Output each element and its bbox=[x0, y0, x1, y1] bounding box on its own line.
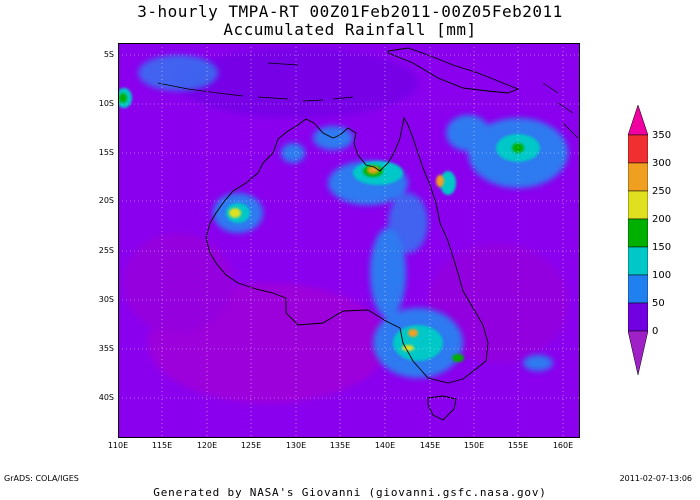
lon-label-150e: 150E bbox=[463, 441, 485, 450]
generation-timestamp: 2011-02-07-13:06 bbox=[619, 474, 692, 483]
lat-label-40s: 40S bbox=[98, 393, 114, 402]
map-title: 3-hourly TMPA-RT 00Z01Feb2011-00Z05Feb20… bbox=[137, 2, 563, 21]
colorbar-seg-150-200 bbox=[628, 218, 648, 248]
colorbar-top-cap bbox=[628, 105, 648, 136]
map-subtitle: Accumulated Rainfall [mm] bbox=[223, 20, 477, 39]
lon-label-110e: 110E bbox=[107, 441, 129, 450]
lon-label-155e: 155E bbox=[507, 441, 529, 450]
lat-label-5s: 5S bbox=[103, 50, 114, 59]
lat-label-35s: 35S bbox=[98, 344, 114, 353]
colorbar-seg-100-150 bbox=[628, 246, 648, 276]
colorbar-seg-250-300 bbox=[628, 162, 648, 192]
colorbar bbox=[628, 105, 648, 376]
colorbar-bottom-cap bbox=[628, 330, 648, 376]
giovanni-credit: Generated by NASA's Giovanni (giovanni.g… bbox=[153, 486, 547, 499]
lon-label-145e: 145E bbox=[419, 441, 441, 450]
lon-label-115e: 115E bbox=[151, 441, 173, 450]
colorbar-label-100: 100 bbox=[652, 270, 672, 281]
lat-label-15s: 15S bbox=[98, 148, 114, 157]
colorbar-label-50: 50 bbox=[652, 298, 665, 309]
grads-attribution: GrADS: COLA/IGES bbox=[4, 474, 79, 483]
lon-label-120e: 120E bbox=[196, 441, 218, 450]
rainfall-map bbox=[118, 43, 580, 438]
australia-outline bbox=[205, 116, 489, 384]
lon-label-130e: 130E bbox=[285, 441, 307, 450]
colorbar-seg-50-100 bbox=[628, 274, 648, 304]
colorbar-seg-200-250 bbox=[628, 190, 648, 220]
lon-label-125e: 125E bbox=[240, 441, 262, 450]
colorbar-seg-0-50 bbox=[628, 302, 648, 332]
graticule bbox=[118, 43, 580, 438]
lat-label-30s: 30S bbox=[98, 295, 114, 304]
colorbar-label-300: 300 bbox=[652, 158, 672, 169]
colorbar-label-200: 200 bbox=[652, 214, 672, 225]
tasmania-outline bbox=[427, 395, 457, 421]
lon-label-160e: 160E bbox=[552, 441, 574, 450]
islands-outline bbox=[157, 62, 579, 139]
colorbar-seg-300-350 bbox=[628, 134, 648, 164]
lat-label-25s: 25S bbox=[98, 246, 114, 255]
lat-label-10s: 10S bbox=[98, 99, 114, 108]
colorbar-label-0: 0 bbox=[652, 326, 659, 337]
lon-label-135e: 135E bbox=[329, 441, 351, 450]
map-frame bbox=[118, 43, 580, 438]
colorbar-label-150: 150 bbox=[652, 242, 672, 253]
colorbar-label-350: 350 bbox=[652, 130, 672, 141]
lat-label-20s: 20S bbox=[98, 196, 114, 205]
new-guinea-outline bbox=[387, 47, 520, 94]
colorbar-label-250: 250 bbox=[652, 186, 672, 197]
lon-label-140e: 140E bbox=[374, 441, 396, 450]
